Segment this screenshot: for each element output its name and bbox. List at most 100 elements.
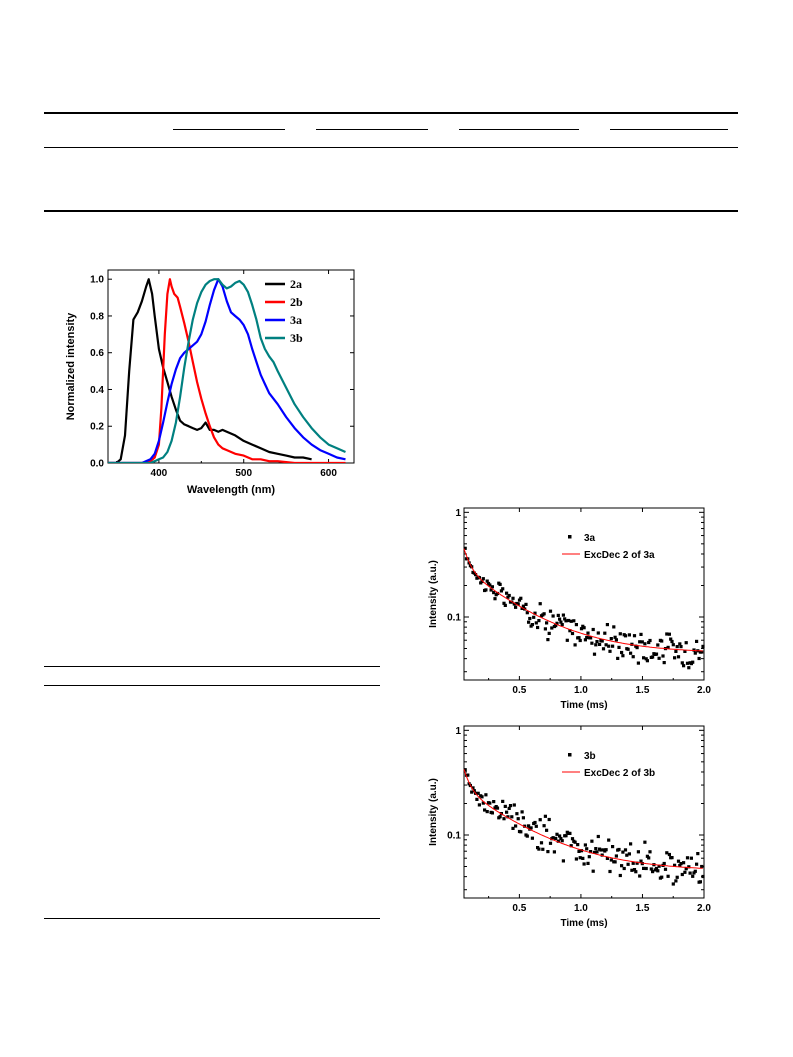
data-point [679,862,683,866]
data-point [644,657,648,661]
legend-label-2a: 2a [290,277,302,291]
data-point [495,806,500,810]
x-tick-label: 1.5 [636,903,650,914]
x-tick-label: 2.0 [697,903,711,914]
legend-label-3b: 3b [290,331,303,345]
data-point [648,638,652,643]
data-point [673,863,677,867]
y-axis-label: Intensity (a.u.) [428,778,439,846]
series-line-2b [108,278,346,463]
data-point [676,859,681,863]
data-point [533,611,537,615]
data-point [548,841,553,845]
data-point [507,593,511,598]
data-point [564,619,568,623]
data-point [697,656,701,661]
data-point [657,656,661,660]
decay-curve-chart-3b: 0.5 1.0 1.5 2.0 0.1 1 Time (ms) Intensity (a.u.… [428,725,711,929]
data-point [683,870,687,874]
data-point [687,666,691,670]
fit-curve [463,769,703,869]
plot-frame [107,269,355,464]
data-point [640,640,644,644]
legend-label-fit: ExcDec 2 of 3a [584,550,655,561]
data-point [485,810,489,814]
data-point [585,635,589,640]
data-point [667,632,671,636]
data-point [604,848,608,852]
data-point [503,804,507,808]
data-point [700,864,704,869]
data-point [521,604,525,608]
data-point [662,661,666,665]
table2-bottom-rule [44,918,380,919]
data-point [643,840,647,844]
series-line-3b [108,278,346,463]
data-point [607,644,611,648]
data-point [489,588,493,592]
data-point [490,811,494,815]
legend-label-3a: 3a [584,533,596,544]
y-tick-label: 0.2 [90,422,104,433]
data-point [629,842,633,846]
data-point [548,609,553,613]
data-point [542,824,546,828]
data-point [546,850,550,854]
data-point [678,863,682,868]
x-tick-label: 600 [320,468,337,479]
data-point [622,866,626,871]
data-point [651,870,655,874]
data-point [683,649,687,653]
data-point [541,847,545,851]
data-point [688,871,692,875]
data-point [598,642,602,646]
data-point [590,641,594,645]
data-point [568,629,572,633]
data-point [516,817,520,821]
data-point [574,857,578,861]
data-point [534,824,538,828]
data-point [515,812,519,816]
data-point [520,810,524,814]
data-point [621,654,625,658]
data-point [577,849,581,853]
data-point [645,659,649,663]
data-point [488,801,492,805]
data-point [635,861,639,865]
data-point [530,623,534,627]
plot-frame [463,507,705,681]
x-tick-label: 400 [151,468,168,479]
data-point [488,583,492,587]
data-point [528,616,532,621]
data-point [498,582,502,586]
data-point [611,845,615,849]
data-point [674,879,678,883]
data-point [691,874,695,878]
data-point [675,875,679,879]
data-point [591,869,595,873]
data-point [638,640,642,644]
data-point [519,830,523,834]
data-point [663,867,668,871]
data-point [581,856,585,860]
y-tick-label: 0.4 [90,385,104,396]
x-axis-label: Time (ms) [560,918,607,929]
x-tick-label: 1.5 [636,685,650,696]
data-point [682,664,686,668]
data-point [671,882,675,886]
data-point [527,620,531,624]
data-point [551,836,555,840]
data-point [627,852,631,856]
data-point [642,866,646,870]
plot-frame [463,725,705,899]
data-point [574,623,578,627]
data-point [547,631,551,635]
y-axis-label: Normalized intensity [65,312,77,420]
data-point [654,866,659,871]
data-point [693,869,697,873]
y-axis-label: Intensity (a.u.) [428,560,439,628]
x-axis-label: Wavelength (nm) [187,484,276,496]
data-point [623,848,628,852]
data-point [467,782,471,786]
data-point [512,803,516,807]
